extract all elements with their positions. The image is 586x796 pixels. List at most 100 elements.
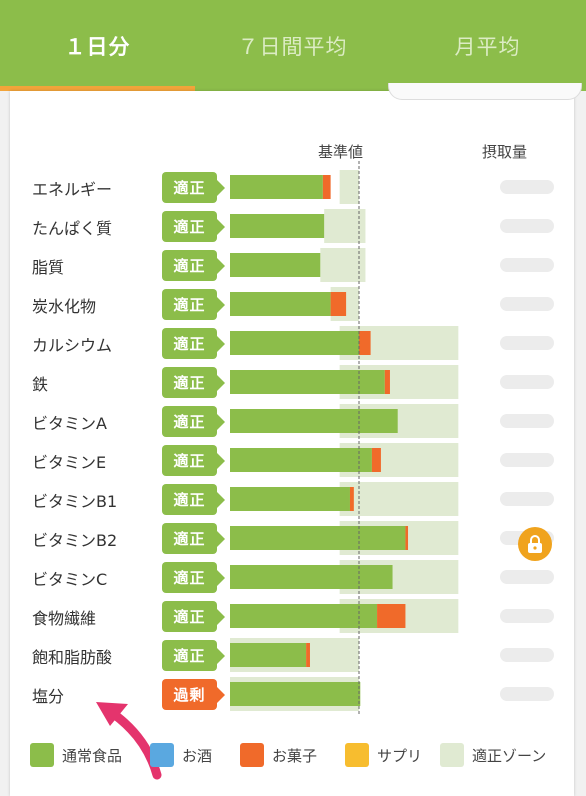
normal-food-bar [230, 448, 372, 472]
status-badge-label: 適正 [173, 452, 206, 470]
status-badge-label: 適正 [173, 569, 206, 587]
tab-monthly-average[interactable]: 月平均 [390, 0, 585, 91]
nutrient-chart [230, 161, 459, 716]
period-tab-bar: １日分 ７日間平均 月平均 [0, 0, 586, 91]
status-badge: 適正 [162, 562, 225, 593]
lock-icon[interactable] [518, 527, 552, 561]
intake-amount-value [500, 687, 554, 701]
legend-item: お酒 [150, 740, 212, 770]
status-badge: 適正 [162, 289, 225, 320]
normal-food-bar [230, 175, 323, 199]
status-badge-label: 適正 [173, 608, 206, 626]
snack-bar [359, 331, 371, 355]
legend-label: お菓子 [272, 746, 318, 765]
status-badge: 適正 [162, 367, 225, 398]
legend-label: お酒 [182, 746, 213, 765]
appropriate-zone-bar [339, 170, 359, 204]
tab-monthly-label: 月平均 [454, 34, 521, 59]
tab-one-day[interactable]: １日分 [0, 0, 195, 91]
intake-amount-value [500, 297, 554, 311]
legend-label: 適正ゾーン [472, 746, 547, 765]
status-badge-label: 適正 [173, 647, 206, 665]
intake-amount-header: 摂取量 [482, 143, 528, 161]
nutrient-label: ビタミンA [32, 414, 107, 433]
legend-swatch [150, 743, 174, 767]
status-badge-label: 過剰 [173, 686, 206, 704]
nutrient-label: ビタミンB2 [32, 531, 118, 550]
status-badge: 適正 [162, 484, 225, 515]
snack-bar [330, 292, 347, 316]
legend-item: 適正ゾーン [440, 740, 546, 770]
nutrient-label: 飽和脂肪酸 [32, 648, 113, 667]
status-badge: 適正 [162, 523, 225, 554]
legend-swatch [440, 743, 464, 767]
snack-bar [384, 370, 390, 394]
intake-amount-value [500, 648, 554, 662]
snack-bar [371, 448, 381, 472]
nutrient-label: カルシウム [32, 336, 113, 355]
status-badge-label: 適正 [173, 374, 206, 392]
snack-bar [322, 175, 331, 199]
tab-one-day-label: １日分 [64, 34, 131, 59]
status-badge-label: 適正 [173, 257, 206, 275]
nutrient-label: 脂質 [32, 258, 65, 277]
status-badge: 適正 [162, 328, 225, 359]
intake-amount-value [500, 492, 554, 506]
normal-food-bar [230, 526, 406, 550]
intake-amount-value [500, 375, 554, 389]
standard-value-header: 基準値 [318, 143, 364, 161]
normal-food-bar [230, 409, 398, 433]
normal-food-bar [230, 253, 321, 277]
status-badge: 適正 [162, 172, 225, 203]
status-badge: 過剰 [162, 679, 225, 710]
status-badge-label: 適正 [173, 335, 206, 353]
normal-food-bar [230, 487, 350, 511]
intake-amount-value [500, 258, 554, 272]
legend-item: サプリ [345, 740, 422, 770]
nutrient-label: ビタミンC [32, 570, 108, 589]
status-badge-label: 適正 [173, 530, 206, 548]
nutrition-card: 基準値 摂取量 エネルギー 適正 たんぱく質 適正 脂質 適正 炭水化物 適正 カルシウム 適正鉄… [10, 83, 582, 796]
snack-bar [349, 487, 354, 511]
snack-bar [306, 643, 310, 667]
appropriate-zone-bar [320, 248, 366, 282]
legend-swatch [345, 743, 369, 767]
status-badge: 適正 [162, 640, 225, 671]
tab-seven-day-average[interactable]: ７日間平均 [195, 0, 390, 91]
nutrient-label: 炭水化物 [32, 297, 97, 316]
legend-item: 通常食品 [30, 740, 122, 770]
intake-amount-value [500, 336, 554, 350]
normal-food-bar [230, 643, 307, 667]
nutrient-label: 塩分 [32, 687, 65, 706]
normal-food-bar [230, 292, 331, 316]
normal-food-bar [230, 565, 393, 589]
status-badge: 適正 [162, 211, 225, 242]
status-badge: 適正 [162, 601, 225, 632]
nutrient-label: 鉄 [32, 375, 49, 394]
nutrient-label: ビタミンE [32, 453, 107, 472]
active-tab-indicator [0, 86, 195, 91]
status-badge-label: 適正 [173, 179, 206, 197]
status-badge: 適正 [162, 250, 225, 281]
snack-bar [377, 604, 406, 628]
status-badge: 適正 [162, 406, 225, 437]
legend-swatch [240, 743, 264, 767]
status-badge-label: 適正 [173, 296, 206, 314]
legend-item: お菓子 [240, 740, 317, 770]
status-badge-label: 適正 [173, 218, 206, 236]
status-badge: 適正 [162, 445, 225, 476]
normal-food-bar [230, 604, 378, 628]
nutrient-label: エネルギー [32, 180, 113, 199]
nutrient-label: たんぱく質 [32, 219, 113, 238]
normal-food-bar [230, 331, 359, 355]
normal-food-bar [230, 214, 325, 238]
legend-swatch [30, 743, 54, 767]
intake-amount-value [500, 180, 554, 194]
normal-food-bar [230, 682, 361, 706]
tab-seven-day-label: ７日間平均 [237, 34, 348, 59]
intake-amount-value [500, 219, 554, 233]
intake-amount-value [500, 453, 554, 467]
status-badge-label: 適正 [173, 413, 206, 431]
nutrient-label: ビタミンB1 [32, 492, 118, 511]
intake-amount-value [500, 609, 554, 623]
